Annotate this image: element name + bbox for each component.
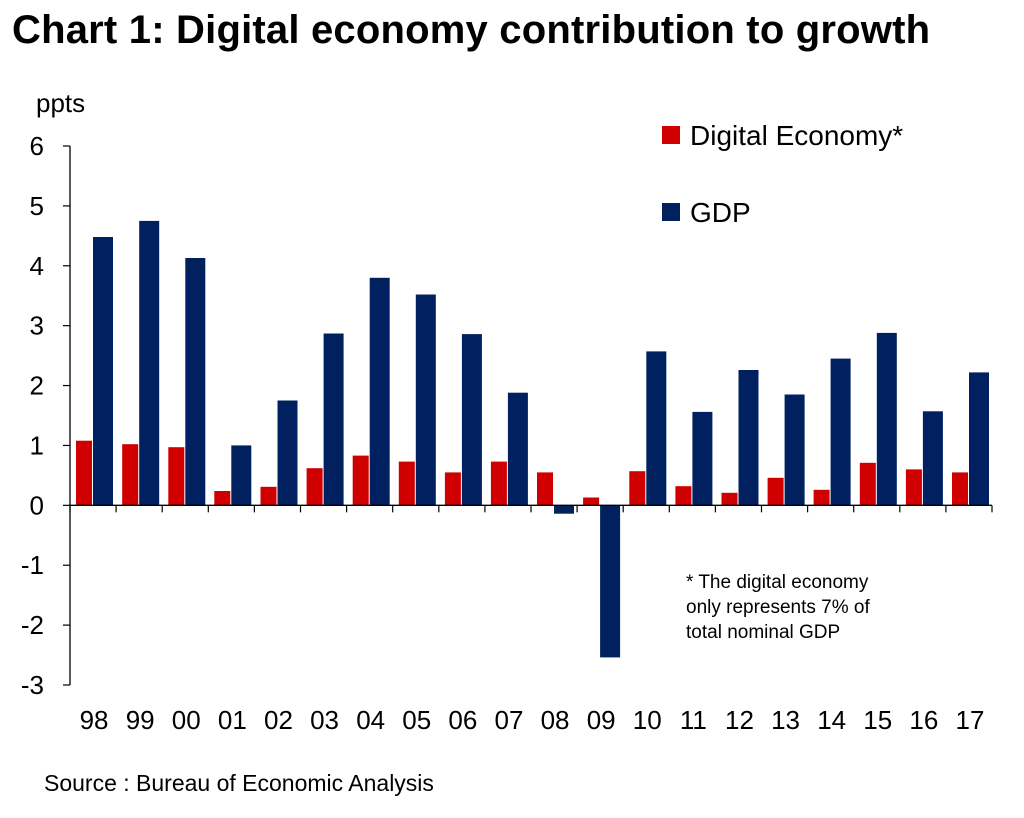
bar-digital-economy-05	[398, 461, 415, 506]
x-tick-label: 16	[909, 705, 938, 735]
x-tick-label: 03	[310, 705, 339, 735]
footnote-line-3: total nominal GDP	[686, 622, 841, 643]
bar-digital-economy-13	[767, 477, 784, 506]
bar-digital-economy-02	[260, 486, 277, 506]
bar-gdp-98	[93, 237, 113, 506]
footnote-line-1: * The digital economy	[686, 572, 869, 593]
y-tick-label: 4	[30, 251, 44, 281]
bar-digital-economy-98	[76, 440, 92, 506]
x-tick-label: 13	[771, 705, 800, 735]
bar-gdp-11	[692, 411, 713, 506]
y-tick-label: 5	[30, 191, 44, 221]
x-tick-label: 12	[725, 705, 754, 735]
x-tick-label: 04	[356, 705, 385, 735]
legend-swatch-digital-economy	[662, 126, 680, 144]
y-tick-label: -3	[21, 670, 44, 700]
bar-digital-economy-09	[583, 497, 600, 506]
bar-gdp-05	[415, 294, 436, 506]
y-tick-label: 1	[30, 430, 44, 460]
x-tick-label: 98	[80, 705, 109, 735]
bar-digital-economy-07	[490, 461, 507, 506]
y-tick-label: 0	[30, 490, 44, 520]
x-tick-label: 02	[264, 705, 293, 735]
legend: Digital Economy* GDP	[662, 120, 903, 228]
y-tick-label: -2	[21, 610, 44, 640]
bar-digital-economy-11	[675, 486, 692, 506]
bar-gdp-04	[369, 277, 390, 506]
bar-gdp-07	[507, 392, 528, 506]
bar-digital-economy-12	[721, 492, 738, 506]
x-tick-label: 09	[587, 705, 616, 735]
x-tick-label: 07	[494, 705, 523, 735]
x-tick-label: 00	[172, 705, 201, 735]
x-tick-label: 10	[633, 705, 662, 735]
y-tick-label: 2	[30, 371, 44, 401]
bar-digital-economy-16	[905, 469, 922, 506]
bar-digital-economy-17	[952, 472, 968, 506]
bar-digital-economy-99	[122, 444, 139, 506]
bar-gdp-02	[277, 400, 298, 506]
y-tick-label: 6	[30, 131, 44, 161]
bar-gdp-16	[922, 411, 943, 506]
bar-gdp-06	[461, 334, 482, 506]
y-axis-unit-label: ppts	[36, 88, 85, 118]
bar-gdp-10	[646, 351, 667, 506]
source-note: Source : Bureau of Economic Analysis	[44, 770, 434, 796]
x-tick-label: 05	[402, 705, 431, 735]
y-tick-label: -1	[21, 550, 44, 580]
x-tick-label: 15	[863, 705, 892, 735]
chart-title: Chart 1: Digital economy contribution to…	[12, 8, 931, 52]
legend-label-digital-economy: Digital Economy*	[690, 120, 903, 151]
x-tick-label: 06	[448, 705, 477, 735]
bar-gdp-17	[969, 372, 989, 506]
bar-digital-economy-10	[629, 471, 646, 506]
x-tick-label: 17	[955, 705, 984, 735]
bar-gdp-00	[185, 258, 206, 506]
footnote-line-2: only represents 7% of	[686, 597, 870, 618]
x-tick-label: 99	[126, 705, 155, 735]
bar-digital-economy-03	[306, 468, 323, 506]
legend-label-gdp: GDP	[690, 197, 751, 228]
bar-digital-economy-14	[813, 489, 830, 506]
bar-digital-economy-15	[859, 462, 876, 506]
x-tick-label: 08	[541, 705, 570, 735]
bar-gdp-12	[738, 370, 759, 506]
bar-gdp-14	[830, 358, 851, 506]
bar-gdp-13	[784, 394, 805, 506]
bar-gdp-99	[139, 220, 160, 506]
bar-digital-economy-00	[168, 447, 185, 506]
y-tick-label: 3	[30, 311, 44, 341]
footnote: * The digital economy only represents 7%…	[686, 570, 870, 645]
x-tick-label: 11	[680, 705, 707, 735]
bar-gdp-03	[323, 333, 344, 506]
bar-digital-economy-08	[537, 472, 553, 506]
bar-gdp-01	[231, 445, 252, 506]
bar-digital-economy-01	[214, 491, 231, 506]
bar-gdp-15	[876, 332, 897, 506]
bar-digital-economy-04	[352, 455, 369, 506]
bar-digital-economy-06	[444, 472, 461, 506]
bar-gdp-08	[554, 505, 574, 514]
x-tick-label: 01	[218, 705, 247, 735]
bar-gdp-09	[600, 505, 621, 658]
legend-swatch-gdp	[662, 203, 680, 221]
x-tick-label: 14	[817, 705, 846, 735]
